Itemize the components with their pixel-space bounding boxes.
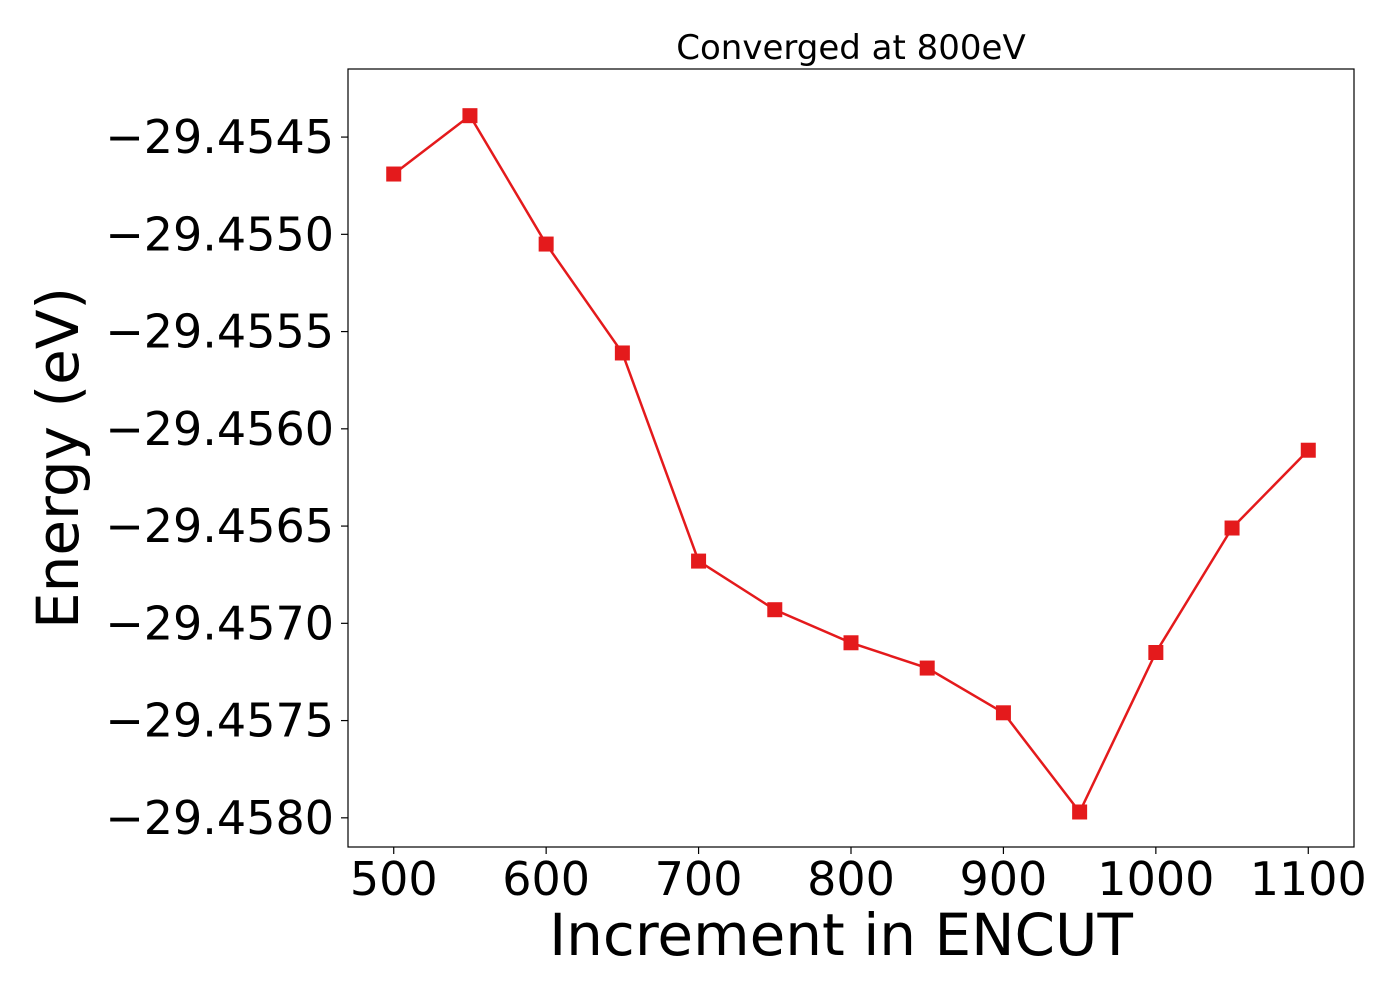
data-point	[995, 705, 1011, 721]
data-point	[614, 345, 630, 361]
x-tick-label: 1000	[1097, 852, 1214, 906]
y-tick-label: −29.4560	[105, 402, 334, 456]
y-axis-label: Energy (eV)	[24, 287, 92, 629]
y-tick-label: −29.4550	[105, 207, 334, 261]
x-axis-label: Increment in ENCUT	[549, 901, 1133, 969]
data-point	[462, 108, 478, 124]
y-tick-label: −29.4575	[105, 694, 334, 748]
series-line	[392, 113, 1310, 815]
data-point	[1300, 442, 1316, 458]
data-point	[386, 166, 402, 182]
y-axis: −29.4545 −29.4550 −29.4555 −29.4560 −29.4565…	[105, 110, 348, 845]
x-tick-label: 800	[807, 852, 895, 906]
data-point	[1224, 520, 1240, 536]
data-point	[843, 635, 859, 651]
data-point	[767, 602, 783, 618]
y-tick-label: −29.4570	[105, 596, 334, 650]
series-layer	[386, 108, 1316, 820]
x-tick-label: 900	[960, 852, 1048, 906]
y-tick-label: −29.4545	[105, 110, 334, 164]
y-tick-label: −29.4555	[105, 305, 334, 359]
x-tick-label: 1100	[1250, 852, 1367, 906]
x-tick-label: 700	[655, 852, 743, 906]
y-tick-label: −29.4565	[105, 499, 334, 553]
data-point	[691, 553, 707, 569]
data-point	[538, 236, 554, 252]
data-point	[1148, 645, 1164, 660]
data-point	[1072, 804, 1088, 820]
plot-area-frame	[347, 68, 1355, 848]
x-tick-label: 500	[350, 852, 438, 906]
y-tick-label: −29.4580	[105, 791, 334, 845]
x-axis: 500 600 700 800 900 1000 1100	[350, 847, 1367, 906]
chart-title: Converged at 800eV	[676, 28, 1025, 68]
data-point	[919, 660, 935, 676]
x-tick-label: 600	[502, 852, 590, 906]
